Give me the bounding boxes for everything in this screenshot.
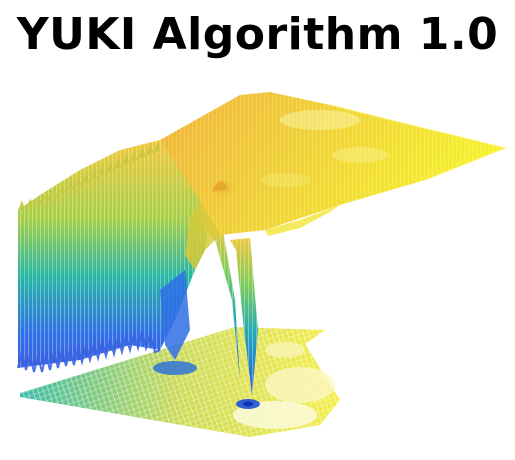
- page-title: YUKI Algorithm 1.0: [16, 9, 499, 60]
- surface-spikes: [160, 225, 258, 395]
- surface-front: [185, 200, 340, 270]
- surface-top: [160, 92, 507, 235]
- floor-plane: [20, 327, 340, 437]
